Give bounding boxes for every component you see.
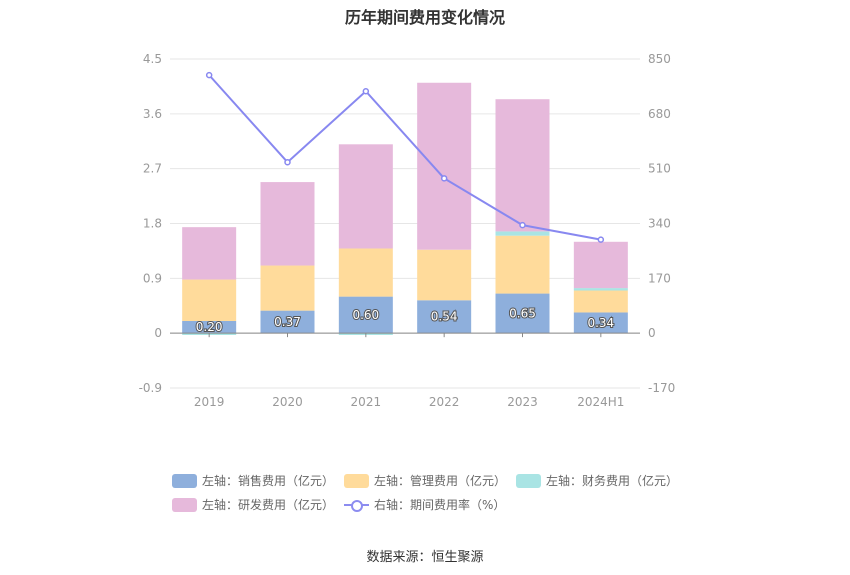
bar-segment-1	[417, 300, 472, 334]
bar-segment-2	[417, 249, 472, 301]
bar-segment-2	[573, 290, 628, 313]
bar-data-label: 0.60	[352, 308, 379, 322]
data-source: 数据来源：恒生聚源	[366, 550, 484, 565]
bar-segment-1	[182, 320, 237, 334]
legend-item-sales[interactable]: 左轴：销售费用（亿元）	[172, 472, 334, 489]
legend-line-marker-icon	[344, 498, 369, 512]
left-axis-tick-label: -0.9	[139, 381, 162, 395]
left-axis-tick-label: 4.5	[143, 52, 162, 66]
bar-segment-2	[260, 265, 315, 311]
legend-item-admin[interactable]: 左轴：管理费用（亿元）	[344, 472, 506, 489]
legend-label: 左轴：研发费用（亿元）	[202, 498, 335, 512]
legend-label: 左轴：管理费用（亿元）	[374, 474, 507, 488]
expense-ratio-point	[519, 221, 526, 229]
bar-segment-4	[260, 182, 315, 266]
bar-data-label: 0.54	[431, 310, 458, 324]
bar-segment-4	[495, 99, 550, 232]
bar-segment-1	[573, 312, 628, 334]
left-axis-tick-label: 0.9	[143, 271, 162, 285]
left-axis-tick-label: 3.6	[143, 107, 162, 121]
expense-ratio-point	[440, 175, 448, 182]
legend-label: 右轴：期间费用率（%）	[374, 498, 506, 512]
x-axis-tick-label: 2023	[507, 395, 538, 409]
bar-segment-3	[573, 288, 628, 291]
bar-data-label: 0.34	[587, 316, 614, 330]
legend-item-finance[interactable]: 左轴：财务费用（亿元）	[516, 472, 678, 489]
bar-data-label: 0.37	[274, 315, 301, 329]
expense-ratio-line	[208, 74, 602, 241]
right-axis-tick-label: 850	[648, 52, 671, 66]
x-axis-tick-label: 2024H1	[577, 395, 624, 409]
x-axis-tick-label: 2022	[429, 395, 460, 409]
bar-segment-4	[417, 82, 472, 250]
bar-segment-2	[182, 279, 237, 321]
bar-segment-1	[338, 296, 393, 334]
left-axis-tick-label: 0	[154, 326, 162, 340]
bar-data-label: 0.20	[196, 320, 223, 334]
right-axis-tick-label: 510	[648, 162, 671, 176]
bar-segment-4	[182, 227, 237, 280]
bar-segment-2	[495, 235, 550, 294]
bar-segment-4	[573, 241, 628, 289]
legend-swatch	[516, 473, 541, 488]
legend-label: 左轴：销售费用（亿元）	[202, 474, 335, 488]
x-axis-tick-label: 2021	[351, 395, 382, 409]
legend-swatch	[172, 473, 197, 488]
left-axis-tick-label: 2.7	[143, 162, 162, 176]
legend-item-rd[interactable]: 左轴：研发费用（亿元）	[172, 496, 334, 513]
bar-segment-1	[260, 310, 315, 334]
legend-swatch	[344, 473, 369, 488]
bar-data-label: 0.65	[509, 306, 536, 320]
bar-segment-3	[495, 231, 550, 236]
expense-ratio-point	[362, 88, 370, 95]
x-axis-tick-label: 2019	[194, 395, 225, 409]
left-axis-tick-label: 1.8	[143, 217, 162, 231]
legend-label: 左轴：财务费用（亿元）	[546, 474, 679, 488]
right-axis-tick-label: 0	[648, 326, 656, 340]
right-axis-tick-label: 680	[648, 107, 671, 121]
right-axis-tick-label: 170	[648, 271, 671, 285]
bar-segment-4	[338, 144, 393, 249]
legend-item-expense-ratio[interactable]: 右轴：期间费用率（%）	[344, 496, 505, 513]
x-axis-tick-label: 2020	[272, 395, 303, 409]
bar-segment-2	[338, 248, 393, 297]
expense-ratio-point	[597, 236, 605, 243]
legend-swatch	[172, 497, 197, 512]
expense-ratio-point	[205, 71, 213, 79]
right-axis-tick-label: -170	[648, 381, 675, 395]
expense-ratio-point	[284, 158, 291, 166]
right-axis-tick-label: 340	[648, 217, 671, 231]
bar-segment-1	[495, 293, 550, 334]
chart-title: 历年期间费用变化情况	[344, 8, 505, 27]
